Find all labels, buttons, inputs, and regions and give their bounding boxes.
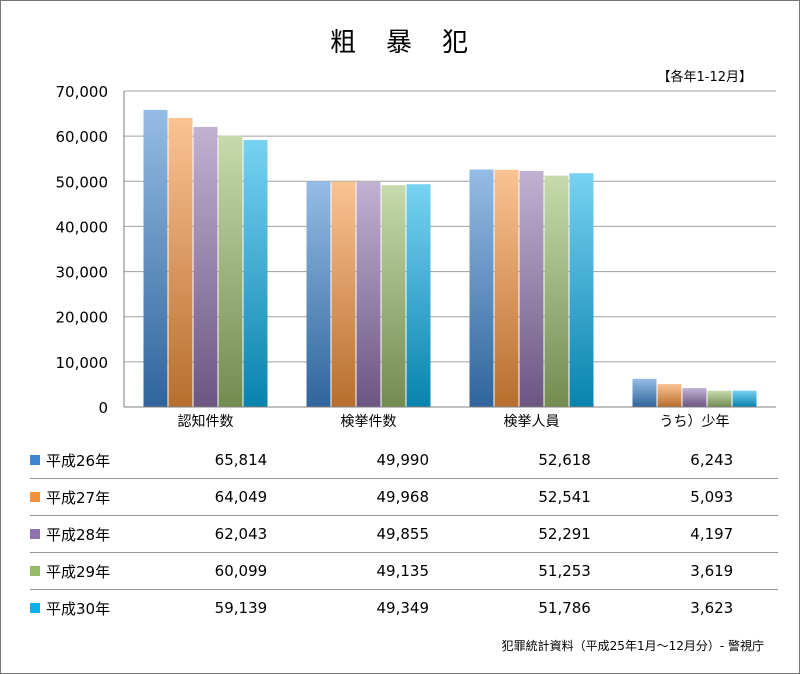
data-value: 65,814 (160, 442, 322, 479)
legend-swatch (30, 455, 40, 465)
bar-0-0 (143, 109, 168, 408)
series-name: 平成29年 (46, 562, 111, 581)
data-value: 49,968 (321, 478, 484, 516)
bar-chart: 0 10,000 20,000 30,000 40,000 50,000 60,000 70,… (56, 83, 776, 430)
data-value: 52,291 (483, 515, 646, 553)
legend-cell: 平成28年 (30, 515, 160, 553)
data-value: 5,093 (645, 478, 778, 516)
y-axis-ticks: 0 10,000 20,000 30,000 40,000 50,000 60,000 70,… (56, 83, 109, 417)
x-category-label: 検挙件数 (341, 414, 397, 430)
y-tick-label: 50,000 (56, 173, 109, 191)
bar-3-1 (657, 384, 682, 407)
series-name: 平成26年 (46, 451, 111, 470)
y-tick-label: 70,000 (56, 83, 109, 101)
y-tick-label: 60,000 (56, 128, 109, 146)
bar-1-3 (381, 185, 406, 407)
data-value: 4,197 (645, 515, 778, 553)
y-tick-label: 0 (98, 399, 108, 417)
legend-swatch (30, 566, 40, 576)
data-value: 49,349 (376, 599, 430, 617)
data-value: 51,253 (483, 552, 646, 590)
data-value: 64,049 (160, 478, 322, 516)
table-row: 平成28年 62,043 49,855 52,291 4,197 (30, 515, 778, 553)
series-name: 平成28年 (46, 525, 111, 544)
data-value: 59,139 (214, 599, 268, 617)
legend-cell: 平成30年 (30, 590, 160, 627)
data-value: 3,623 (690, 599, 734, 617)
x-axis-categories: 認知件数 検挙件数 検挙人員 うち）少年 (178, 413, 730, 430)
series-name: 平成27年 (46, 488, 111, 507)
bar-3-2 (682, 388, 707, 407)
bar-0-2 (193, 126, 218, 408)
bar-2-1 (494, 169, 519, 407)
table-row: 平成26年 65,814 49,990 52,618 6,243 (30, 442, 778, 479)
bar-2-4 (569, 173, 594, 407)
y-tick-label: 40,000 (56, 218, 109, 236)
legend-cell: 平成29年 (30, 552, 160, 590)
data-value: 49,855 (321, 515, 484, 553)
data-value: 6,243 (645, 442, 778, 479)
table-row: 平成27年 64,049 49,968 52,541 5,093 (30, 478, 778, 516)
bar-3-0 (632, 378, 657, 407)
data-value: 49,990 (321, 442, 484, 479)
data-value: 62,043 (160, 515, 322, 553)
bar-1-4 (406, 184, 431, 407)
bar-0-4 (243, 140, 268, 407)
x-category-label: うち）少年 (660, 414, 730, 430)
bar-2-0 (469, 169, 494, 407)
data-value: 49,135 (321, 552, 484, 590)
y-tick-label: 30,000 (56, 264, 109, 282)
table-row: 平成29年 60,099 49,135 51,253 3,619 (30, 552, 778, 590)
bar-1-1 (331, 181, 356, 407)
axes (123, 91, 776, 408)
y-tick-label: 20,000 (56, 309, 109, 327)
source-note: 犯罪統計資料（平成25年1月～12月分）- 警視庁 (501, 639, 764, 653)
legend-swatch (30, 492, 40, 502)
bar-2-3 (544, 175, 569, 407)
legend-swatch (30, 529, 40, 539)
series-name: 平成30年 (46, 599, 111, 618)
bar-1-2 (356, 181, 381, 407)
chart-title: 粗 暴 犯 (329, 28, 470, 58)
legend-cell: 平成26年 (30, 442, 160, 479)
data-value: 52,618 (483, 442, 646, 479)
data-value: 3,619 (645, 552, 778, 590)
table-row: 平成30年 59,139 49,349 51,786 3,623 (30, 590, 778, 627)
bar-0-1 (168, 117, 193, 408)
bar-2-2 (519, 170, 544, 407)
x-category-label: 検挙人員 (504, 414, 560, 430)
legend-cell: 平成27年 (30, 478, 160, 516)
bar-3-4 (732, 390, 757, 407)
data-value: 52,541 (483, 478, 646, 516)
data-value: 60,099 (160, 552, 322, 590)
x-category-label: 認知件数 (178, 413, 234, 430)
bar-1-0 (306, 181, 331, 407)
data-table: 平成26年 65,814 49,990 52,618 6,243 平成27年 64,049 4… (30, 442, 778, 626)
bars (143, 109, 757, 408)
bar-0-3 (218, 135, 243, 408)
data-value: 51,786 (538, 599, 591, 617)
legend-swatch (30, 603, 40, 613)
y-tick-label: 10,000 (56, 354, 109, 372)
bar-3-3 (707, 390, 732, 407)
period-note: 【各年1-12月】 (657, 70, 752, 85)
